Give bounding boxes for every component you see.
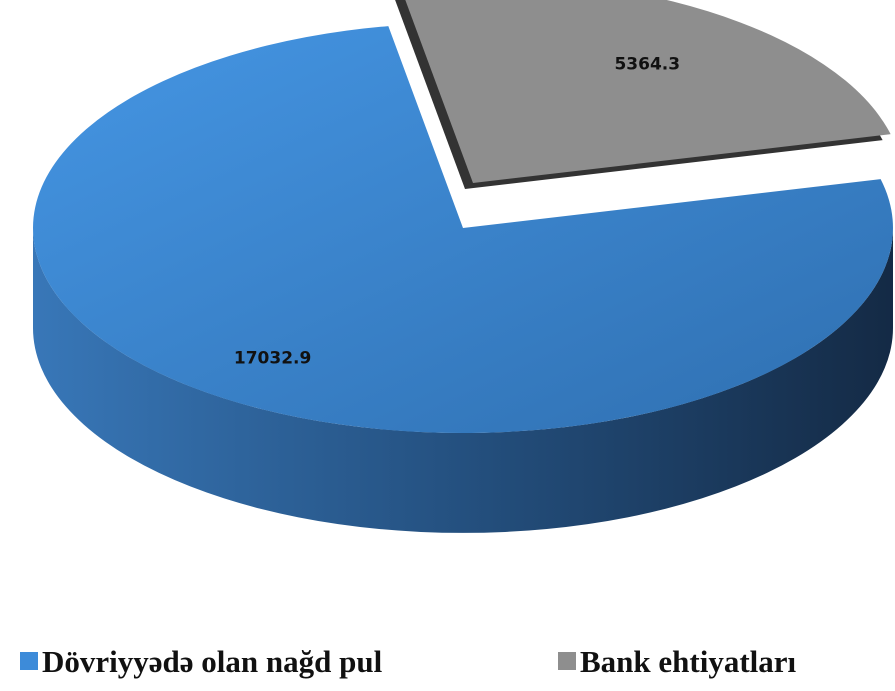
legend: Dövriyyədə olan nağd pul Bank ehtiyatları xyxy=(20,644,797,679)
legend-label: Bank ehtiyatları xyxy=(580,644,797,679)
slice xyxy=(33,26,894,433)
legend-swatch xyxy=(558,652,576,670)
slice-side xyxy=(33,228,893,533)
legend-label: Dövriyyədə olan nağd pul xyxy=(42,644,383,679)
data-label: 17032.9 xyxy=(234,349,311,369)
pie: 17032.9 5364.3 xyxy=(33,0,894,533)
slice xyxy=(405,0,891,183)
data-label: 5364.3 xyxy=(614,55,680,75)
legend-swatch xyxy=(20,652,38,670)
